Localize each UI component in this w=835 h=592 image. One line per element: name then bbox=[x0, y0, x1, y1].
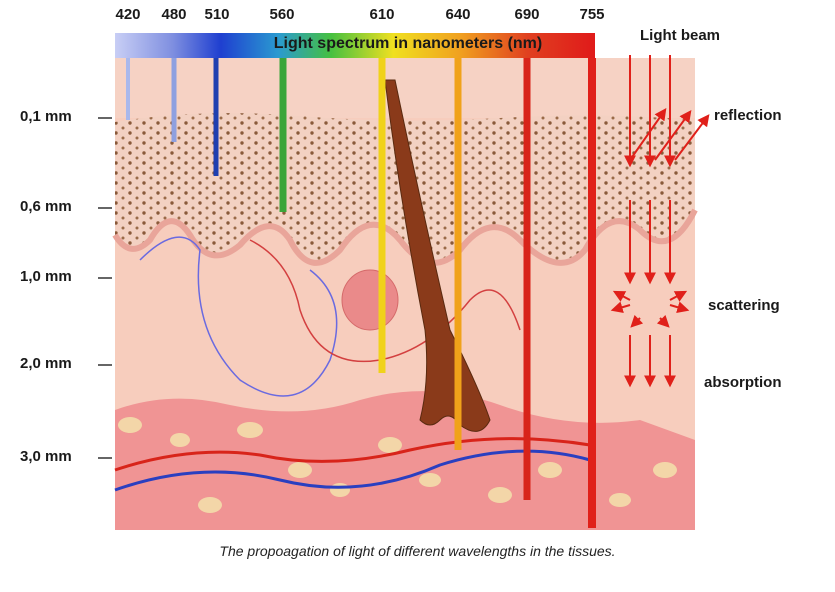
wavelength-label: 480 bbox=[161, 6, 187, 23]
penetration-bar-640 bbox=[454, 58, 462, 450]
penetration-bar-420 bbox=[126, 58, 130, 120]
light-beam-label: Light beam bbox=[640, 27, 721, 44]
penetration-bar-610 bbox=[378, 58, 386, 373]
scattering-label: scattering bbox=[708, 297, 780, 314]
wavelength-label: 510 bbox=[204, 6, 230, 23]
figure-caption: The propoagation of light of different w… bbox=[219, 543, 616, 559]
wavelength-label: 610 bbox=[369, 6, 395, 23]
wavelength-label: 755 bbox=[579, 6, 605, 23]
depth-label: 3,0 mm bbox=[20, 448, 72, 465]
vein bbox=[114, 449, 591, 492]
wavelength-label: 420 bbox=[115, 6, 141, 23]
reflection-label: reflection bbox=[714, 107, 782, 124]
penetration-bars bbox=[126, 58, 596, 528]
spectrum-bar bbox=[115, 33, 595, 58]
light-beam-arrows bbox=[624, 55, 710, 168]
spectrum-title: Light spectrum in nanometers (nm) bbox=[273, 35, 543, 52]
sebaceous-gland bbox=[341, 269, 399, 331]
penetration-bar-510 bbox=[213, 58, 219, 176]
penetration-bar-480 bbox=[171, 58, 177, 142]
depth-label: 1,0 mm bbox=[20, 268, 72, 285]
penetration-bar-560 bbox=[279, 58, 287, 212]
depth-label: 2,0 mm bbox=[20, 355, 72, 372]
penetration-bar-690 bbox=[523, 58, 531, 500]
wavelength-label: 640 bbox=[445, 6, 471, 23]
artery bbox=[114, 437, 591, 472]
depth-label: 0,6 mm bbox=[20, 198, 72, 215]
wavelength-label: 560 bbox=[269, 6, 295, 23]
absorption-label: absorption bbox=[704, 374, 782, 391]
absorption-arrows bbox=[624, 335, 676, 388]
capillary-blue bbox=[139, 236, 338, 397]
scattering-arrows bbox=[610, 200, 690, 328]
penetration-bar-755 bbox=[588, 58, 596, 528]
depth-label: 0,1 mm bbox=[20, 108, 72, 125]
depth-ticks bbox=[98, 117, 112, 459]
wavelength-label: 690 bbox=[514, 6, 540, 23]
hair-follicle bbox=[384, 79, 491, 432]
fat-cells bbox=[118, 417, 677, 513]
skin-surface bbox=[115, 58, 695, 118]
